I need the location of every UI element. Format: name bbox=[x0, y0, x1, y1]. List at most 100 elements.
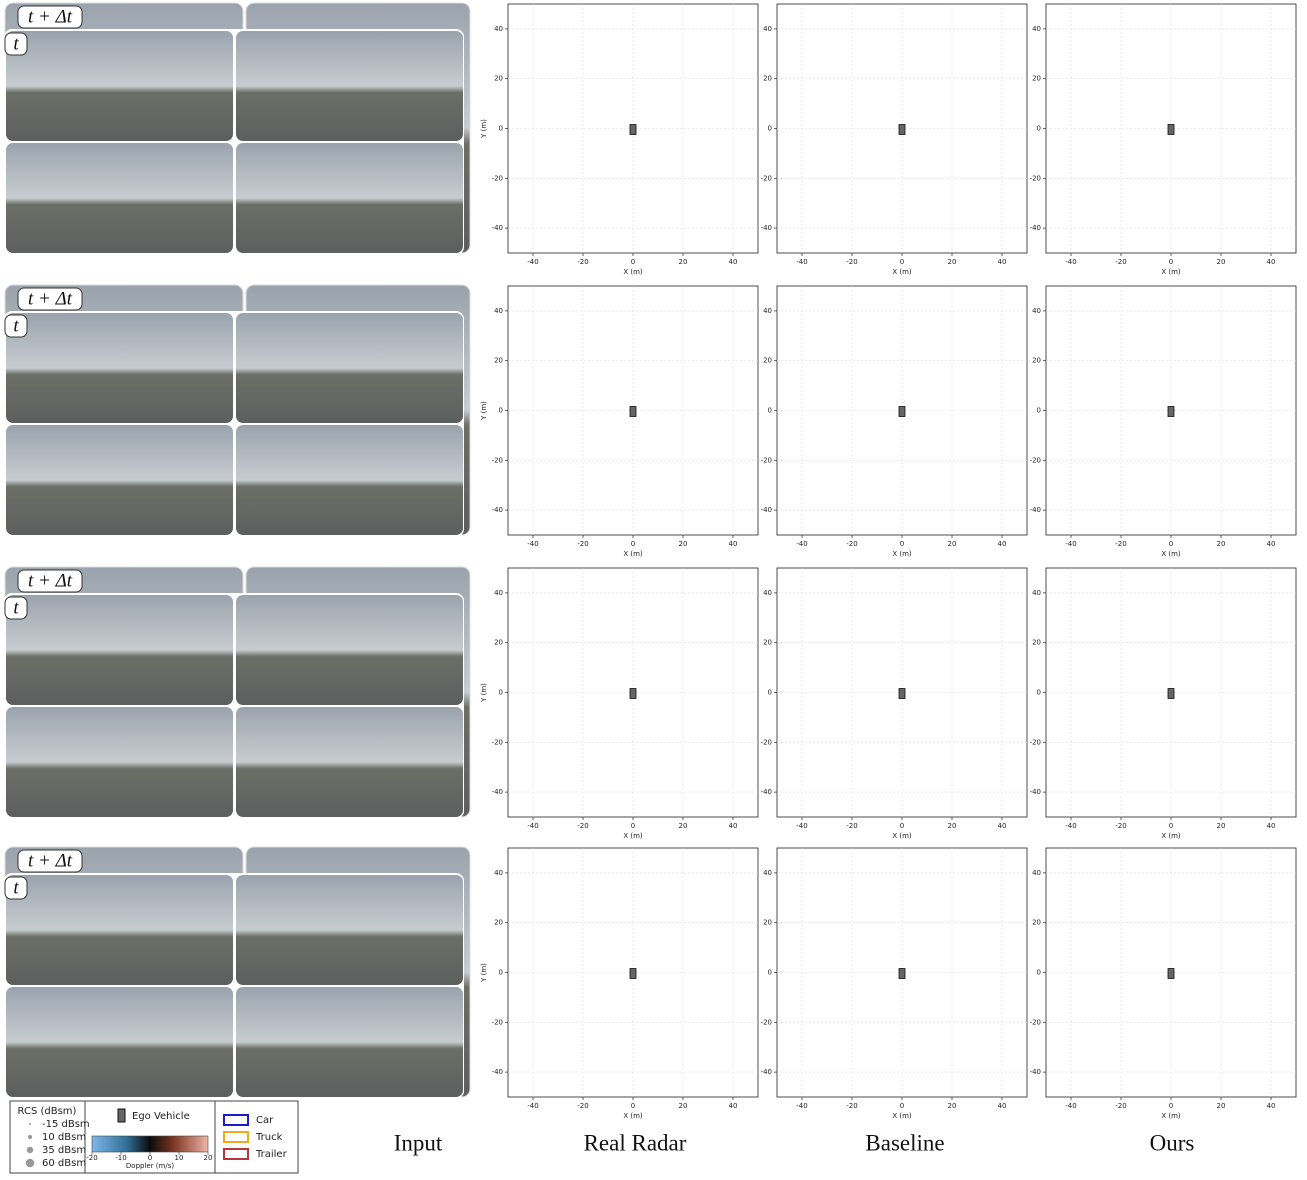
camera-image bbox=[6, 313, 233, 423]
y-tick-label: -20 bbox=[1030, 738, 1041, 746]
y-tick-label: 0 bbox=[1037, 407, 1041, 415]
y-tick-label: -20 bbox=[761, 456, 772, 464]
rcs-marker bbox=[25, 1158, 35, 1168]
y-tick-label: 0 bbox=[1037, 125, 1041, 133]
x-axis-label: X (m) bbox=[892, 832, 912, 840]
colorbar-label: Doppler (m/s) bbox=[126, 1162, 174, 1170]
rcs-marker bbox=[26, 1146, 34, 1154]
x-tick-label: -20 bbox=[1115, 1102, 1126, 1110]
x-tick-label: -40 bbox=[527, 822, 538, 830]
column-title: Real Radar bbox=[584, 1130, 687, 1155]
x-tick-label: 20 bbox=[948, 822, 957, 830]
legend-label: Truck bbox=[255, 1132, 283, 1143]
colorbar bbox=[91, 1135, 209, 1153]
y-tick-label: 40 bbox=[1032, 869, 1041, 877]
x-axis-label: X (m) bbox=[892, 268, 912, 276]
y-tick-label: -40 bbox=[761, 1068, 772, 1076]
y-tick-label: -40 bbox=[1030, 224, 1041, 232]
ego-vehicle bbox=[1167, 124, 1175, 135]
x-tick-label: 40 bbox=[998, 822, 1007, 830]
x-axis-label: X (m) bbox=[892, 550, 912, 558]
frame-label-box bbox=[17, 849, 83, 873]
camera-image bbox=[236, 707, 463, 817]
x-tick-label: -40 bbox=[1065, 822, 1076, 830]
x-axis-label: X (m) bbox=[1161, 1112, 1181, 1120]
y-tick-label: 0 bbox=[499, 969, 503, 977]
camera-image bbox=[6, 875, 233, 985]
frame-label: t bbox=[13, 597, 19, 618]
frame-label: t + Δt bbox=[28, 288, 73, 309]
y-tick-label: -20 bbox=[1030, 1018, 1041, 1026]
rcs-marker bbox=[27, 1134, 33, 1140]
x-tick-label: -20 bbox=[1115, 258, 1126, 266]
ego-vehicle bbox=[898, 406, 906, 417]
x-tick-label: 0 bbox=[1169, 822, 1173, 830]
y-tick-label: 0 bbox=[499, 407, 503, 415]
legend-label: 60 dBsm bbox=[42, 1158, 86, 1169]
y-tick-label: 0 bbox=[1037, 689, 1041, 697]
ego-vehicle bbox=[898, 968, 906, 979]
camera-image bbox=[236, 595, 463, 705]
x-tick-label: 0 bbox=[1169, 540, 1173, 548]
y-tick-label: -40 bbox=[492, 1068, 503, 1076]
y-tick-label: -40 bbox=[1030, 788, 1041, 796]
y-tick-label: 0 bbox=[499, 125, 503, 133]
y-tick-label: -20 bbox=[492, 1018, 503, 1026]
frame-label: t + Δt bbox=[28, 6, 73, 27]
x-tick-label: -20 bbox=[577, 822, 588, 830]
y-tick-label: 40 bbox=[494, 25, 503, 33]
ego-vehicle bbox=[629, 124, 637, 135]
y-tick-label: 20 bbox=[494, 919, 503, 927]
frame-label-box bbox=[4, 314, 28, 338]
colorbar-tick-label: 20 bbox=[204, 1154, 213, 1162]
legend-label: 35 dBsm bbox=[42, 1145, 86, 1156]
y-axis-label: Y (m) bbox=[480, 119, 488, 139]
y-tick-label: -20 bbox=[1030, 174, 1041, 182]
ego-vehicle bbox=[898, 688, 906, 699]
y-tick-label: 40 bbox=[763, 25, 772, 33]
x-tick-label: 0 bbox=[1169, 1102, 1173, 1110]
camera-image bbox=[6, 31, 233, 141]
x-tick-label: 0 bbox=[900, 540, 904, 548]
camera-image bbox=[236, 875, 463, 985]
x-tick-label: 40 bbox=[1267, 1102, 1276, 1110]
legend-label: Ego Vehicle bbox=[132, 1111, 190, 1122]
y-tick-label: -20 bbox=[1030, 456, 1041, 464]
y-tick-label: -40 bbox=[1030, 1068, 1041, 1076]
y-tick-label: -20 bbox=[492, 174, 503, 182]
legend-label: 10 dBsm bbox=[42, 1132, 86, 1143]
x-tick-label: 0 bbox=[631, 822, 635, 830]
x-tick-label: 20 bbox=[679, 1102, 688, 1110]
y-tick-label: 40 bbox=[763, 307, 772, 315]
camera-image bbox=[6, 425, 233, 535]
camera-image bbox=[6, 987, 233, 1097]
x-tick-label: -40 bbox=[796, 1102, 807, 1110]
y-tick-label: 40 bbox=[763, 589, 772, 597]
frame-label: t + Δt bbox=[28, 570, 73, 591]
rcs-marker bbox=[29, 1123, 31, 1125]
y-tick-label: 40 bbox=[1032, 589, 1041, 597]
x-tick-label: -40 bbox=[796, 540, 807, 548]
legend-label: Car bbox=[256, 1115, 274, 1126]
x-axis-label: X (m) bbox=[623, 550, 643, 558]
ego-vehicle bbox=[1167, 968, 1175, 979]
y-tick-label: 20 bbox=[494, 639, 503, 647]
y-tick-label: -20 bbox=[761, 738, 772, 746]
x-axis-label: X (m) bbox=[892, 1112, 912, 1120]
y-tick-label: -20 bbox=[492, 738, 503, 746]
y-tick-label: 20 bbox=[763, 639, 772, 647]
y-tick-label: 20 bbox=[494, 75, 503, 83]
x-tick-label: 20 bbox=[1217, 540, 1226, 548]
x-tick-label: -20 bbox=[577, 258, 588, 266]
legend-title: RCS (dBsm) bbox=[18, 1106, 77, 1117]
camera-image bbox=[6, 595, 233, 705]
x-tick-label: 20 bbox=[1217, 1102, 1226, 1110]
x-tick-label: 20 bbox=[679, 822, 688, 830]
x-tick-label: -40 bbox=[1065, 258, 1076, 266]
x-tick-label: 40 bbox=[729, 540, 738, 548]
camera-image bbox=[236, 143, 463, 253]
x-tick-label: -40 bbox=[1065, 1102, 1076, 1110]
camera-image bbox=[236, 425, 463, 535]
camera-image bbox=[6, 143, 233, 253]
